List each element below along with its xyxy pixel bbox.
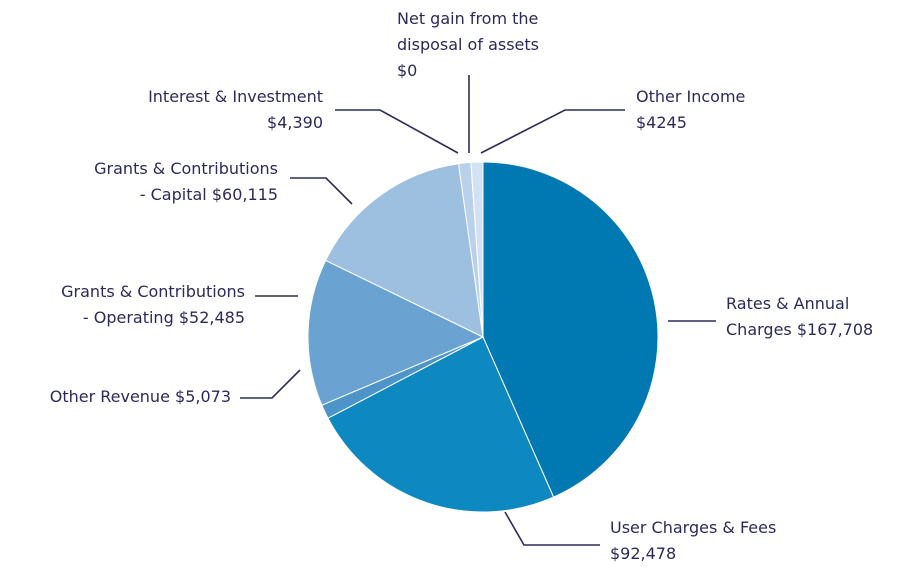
leader-line <box>290 177 353 205</box>
slice-label: User Charges & Fees $92,478 <box>610 515 776 567</box>
value-label: $0 <box>397 61 418 80</box>
value-label: $4,390 <box>267 113 323 132</box>
pie-slice <box>482 161 659 498</box>
category-name: Grants & Contributions - Operating <box>61 282 245 327</box>
pie-slice <box>327 336 555 513</box>
category-name: Other Income <box>636 87 746 106</box>
value-label: $52,485 <box>178 308 245 327</box>
category-name: Interest & Investment <box>148 87 323 106</box>
slice-label: Grants & Contributions - Capital $60,115 <box>94 156 278 208</box>
slice-label: Rates & Annual Charges $167,708 <box>726 291 873 343</box>
slice-label: Other Revenue $5,073 <box>50 384 231 410</box>
pie-slice <box>324 163 484 338</box>
value-label: $4245 <box>636 113 687 132</box>
value-label: $92,478 <box>610 544 677 563</box>
category-name: Other Revenue <box>49 387 170 406</box>
slices <box>307 161 659 513</box>
value-label: $167,708 <box>796 320 874 339</box>
leader-line <box>335 109 459 154</box>
leader-line <box>480 109 625 154</box>
leader-line <box>504 511 600 546</box>
slice-label: Other Income $4245 <box>636 84 745 136</box>
category-name: Grants & Contributions - Capital <box>94 159 278 204</box>
value-label: $5,073 <box>175 387 231 406</box>
category-name: Rates & Annual Charges <box>726 294 850 339</box>
category-name: Net gain from the disposal of assets <box>397 9 539 54</box>
slice-label: Interest & Investment $4,390 <box>148 84 323 136</box>
category-name: User Charges & Fees <box>610 518 777 537</box>
value-label: $60,115 <box>211 185 278 204</box>
pie-slice <box>307 259 485 406</box>
slice-label: Net gain from the disposal of assets $0 <box>397 6 539 84</box>
slice-label: Grants & Contributions - Operating $52,4… <box>61 279 245 331</box>
pie-slice <box>470 161 484 338</box>
leader-line <box>240 369 301 399</box>
